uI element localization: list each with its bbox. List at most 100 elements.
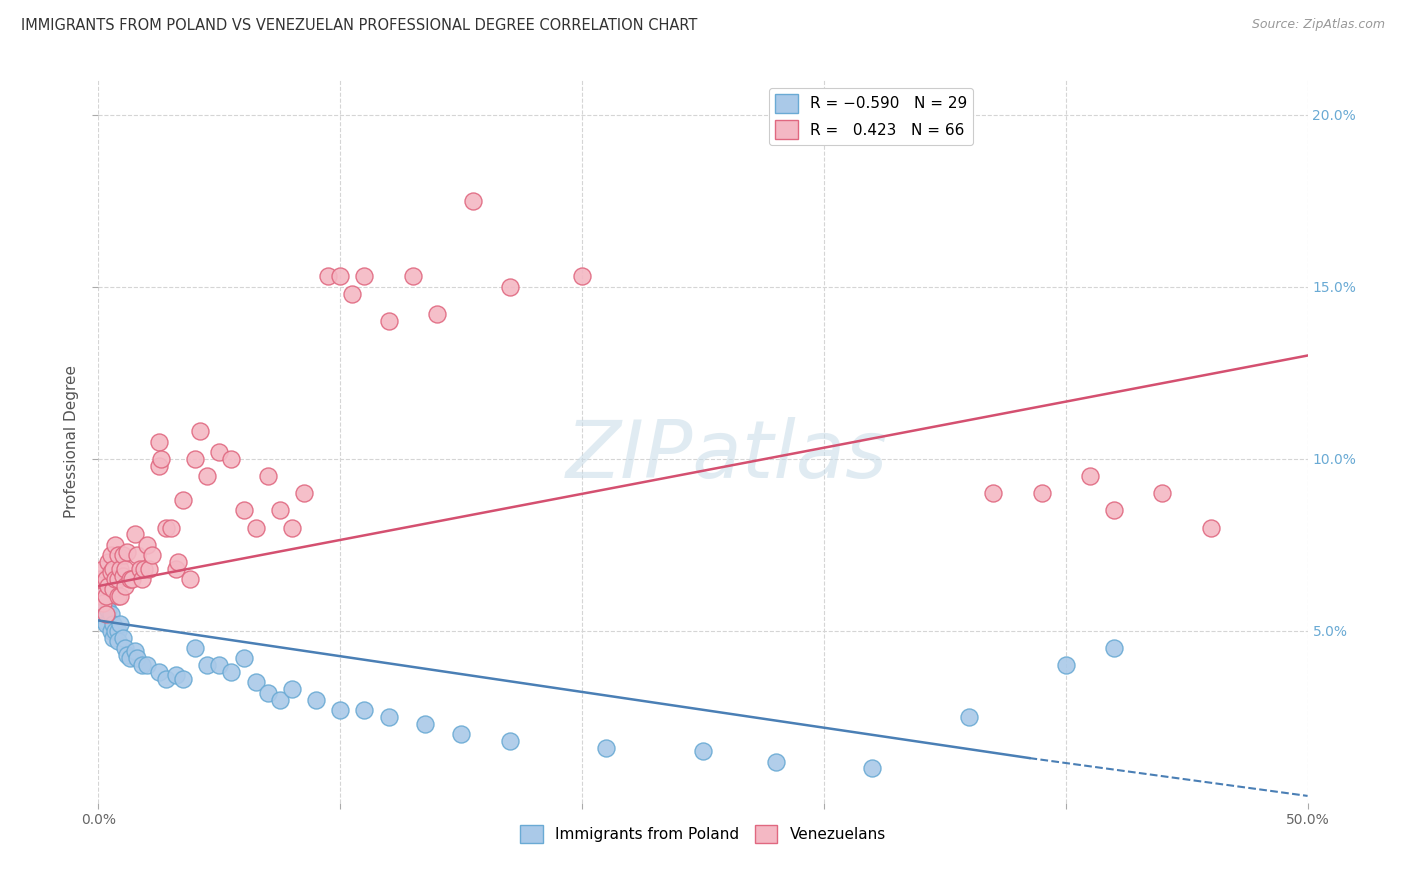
- Point: [195, 658, 218, 673]
- Point: [104, 538, 127, 552]
- Point: [148, 458, 170, 473]
- Point: [1102, 640, 1125, 655]
- Point: [117, 544, 139, 558]
- Point: [1031, 486, 1053, 500]
- Point: [232, 651, 254, 665]
- Point: [111, 548, 134, 562]
- Point: [97, 579, 120, 593]
- Point: [114, 562, 136, 576]
- Point: [114, 579, 136, 593]
- Point: [94, 572, 117, 586]
- Point: [245, 520, 267, 534]
- Point: [1152, 486, 1174, 500]
- Point: [981, 486, 1004, 500]
- Point: [221, 451, 243, 466]
- Point: [111, 568, 134, 582]
- Point: [413, 716, 436, 731]
- Point: [97, 603, 120, 617]
- Point: [141, 548, 163, 562]
- Point: [101, 582, 124, 597]
- Point: [172, 493, 194, 508]
- Point: [172, 672, 194, 686]
- Point: [245, 675, 267, 690]
- Point: [121, 572, 143, 586]
- Point: [463, 194, 485, 208]
- Point: [179, 572, 201, 586]
- Point: [124, 644, 146, 658]
- Point: [329, 703, 352, 717]
- Text: Source: ZipAtlas.com: Source: ZipAtlas.com: [1251, 18, 1385, 31]
- Legend: Immigrants from Poland, Venezuelans: Immigrants from Poland, Venezuelans: [515, 819, 891, 849]
- Point: [124, 527, 146, 541]
- Point: [108, 616, 131, 631]
- Point: [765, 755, 787, 769]
- Point: [135, 658, 157, 673]
- Point: [90, 572, 112, 586]
- Point: [426, 307, 449, 321]
- Point: [316, 269, 339, 284]
- Point: [90, 590, 112, 604]
- Point: [377, 710, 399, 724]
- Point: [256, 469, 278, 483]
- Point: [155, 520, 177, 534]
- Point: [150, 451, 173, 466]
- Point: [107, 590, 129, 604]
- Point: [91, 562, 114, 576]
- Point: [107, 572, 129, 586]
- Point: [860, 761, 883, 775]
- Point: [188, 424, 211, 438]
- Point: [107, 624, 129, 638]
- Point: [281, 520, 304, 534]
- Point: [135, 538, 157, 552]
- Point: [571, 269, 593, 284]
- Point: [100, 607, 122, 621]
- Point: [148, 665, 170, 679]
- Point: [101, 616, 124, 631]
- Point: [91, 596, 114, 610]
- Point: [117, 648, 139, 662]
- Point: [111, 631, 134, 645]
- Point: [104, 572, 127, 586]
- Point: [256, 686, 278, 700]
- Text: ZIPatlas: ZIPatlas: [567, 417, 889, 495]
- Point: [402, 269, 425, 284]
- Point: [165, 562, 187, 576]
- Point: [100, 566, 122, 580]
- Point: [108, 562, 131, 576]
- Point: [94, 590, 117, 604]
- Point: [90, 607, 112, 621]
- Point: [118, 651, 141, 665]
- Point: [269, 503, 291, 517]
- Point: [118, 572, 141, 586]
- Point: [100, 624, 122, 638]
- Point: [104, 624, 127, 638]
- Point: [97, 555, 120, 569]
- Point: [108, 590, 131, 604]
- Point: [184, 451, 207, 466]
- Point: [498, 734, 520, 748]
- Point: [292, 486, 315, 500]
- Point: [94, 599, 117, 614]
- Point: [184, 640, 207, 655]
- Point: [498, 279, 520, 293]
- Point: [221, 665, 243, 679]
- Point: [91, 614, 114, 628]
- Point: [107, 548, 129, 562]
- Point: [160, 520, 183, 534]
- Point: [353, 269, 375, 284]
- Point: [107, 634, 129, 648]
- Point: [450, 727, 472, 741]
- Point: [114, 640, 136, 655]
- Point: [167, 555, 190, 569]
- Point: [1078, 469, 1101, 483]
- Point: [195, 469, 218, 483]
- Point: [692, 744, 714, 758]
- Point: [131, 572, 153, 586]
- Point: [94, 616, 117, 631]
- Point: [342, 286, 364, 301]
- Point: [305, 692, 328, 706]
- Point: [155, 672, 177, 686]
- Point: [101, 562, 124, 576]
- Point: [208, 445, 231, 459]
- Point: [1199, 520, 1222, 534]
